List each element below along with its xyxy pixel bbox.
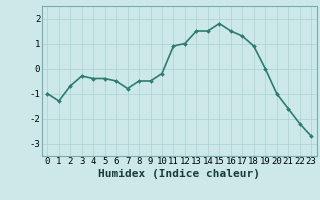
X-axis label: Humidex (Indice chaleur): Humidex (Indice chaleur) <box>98 169 260 179</box>
